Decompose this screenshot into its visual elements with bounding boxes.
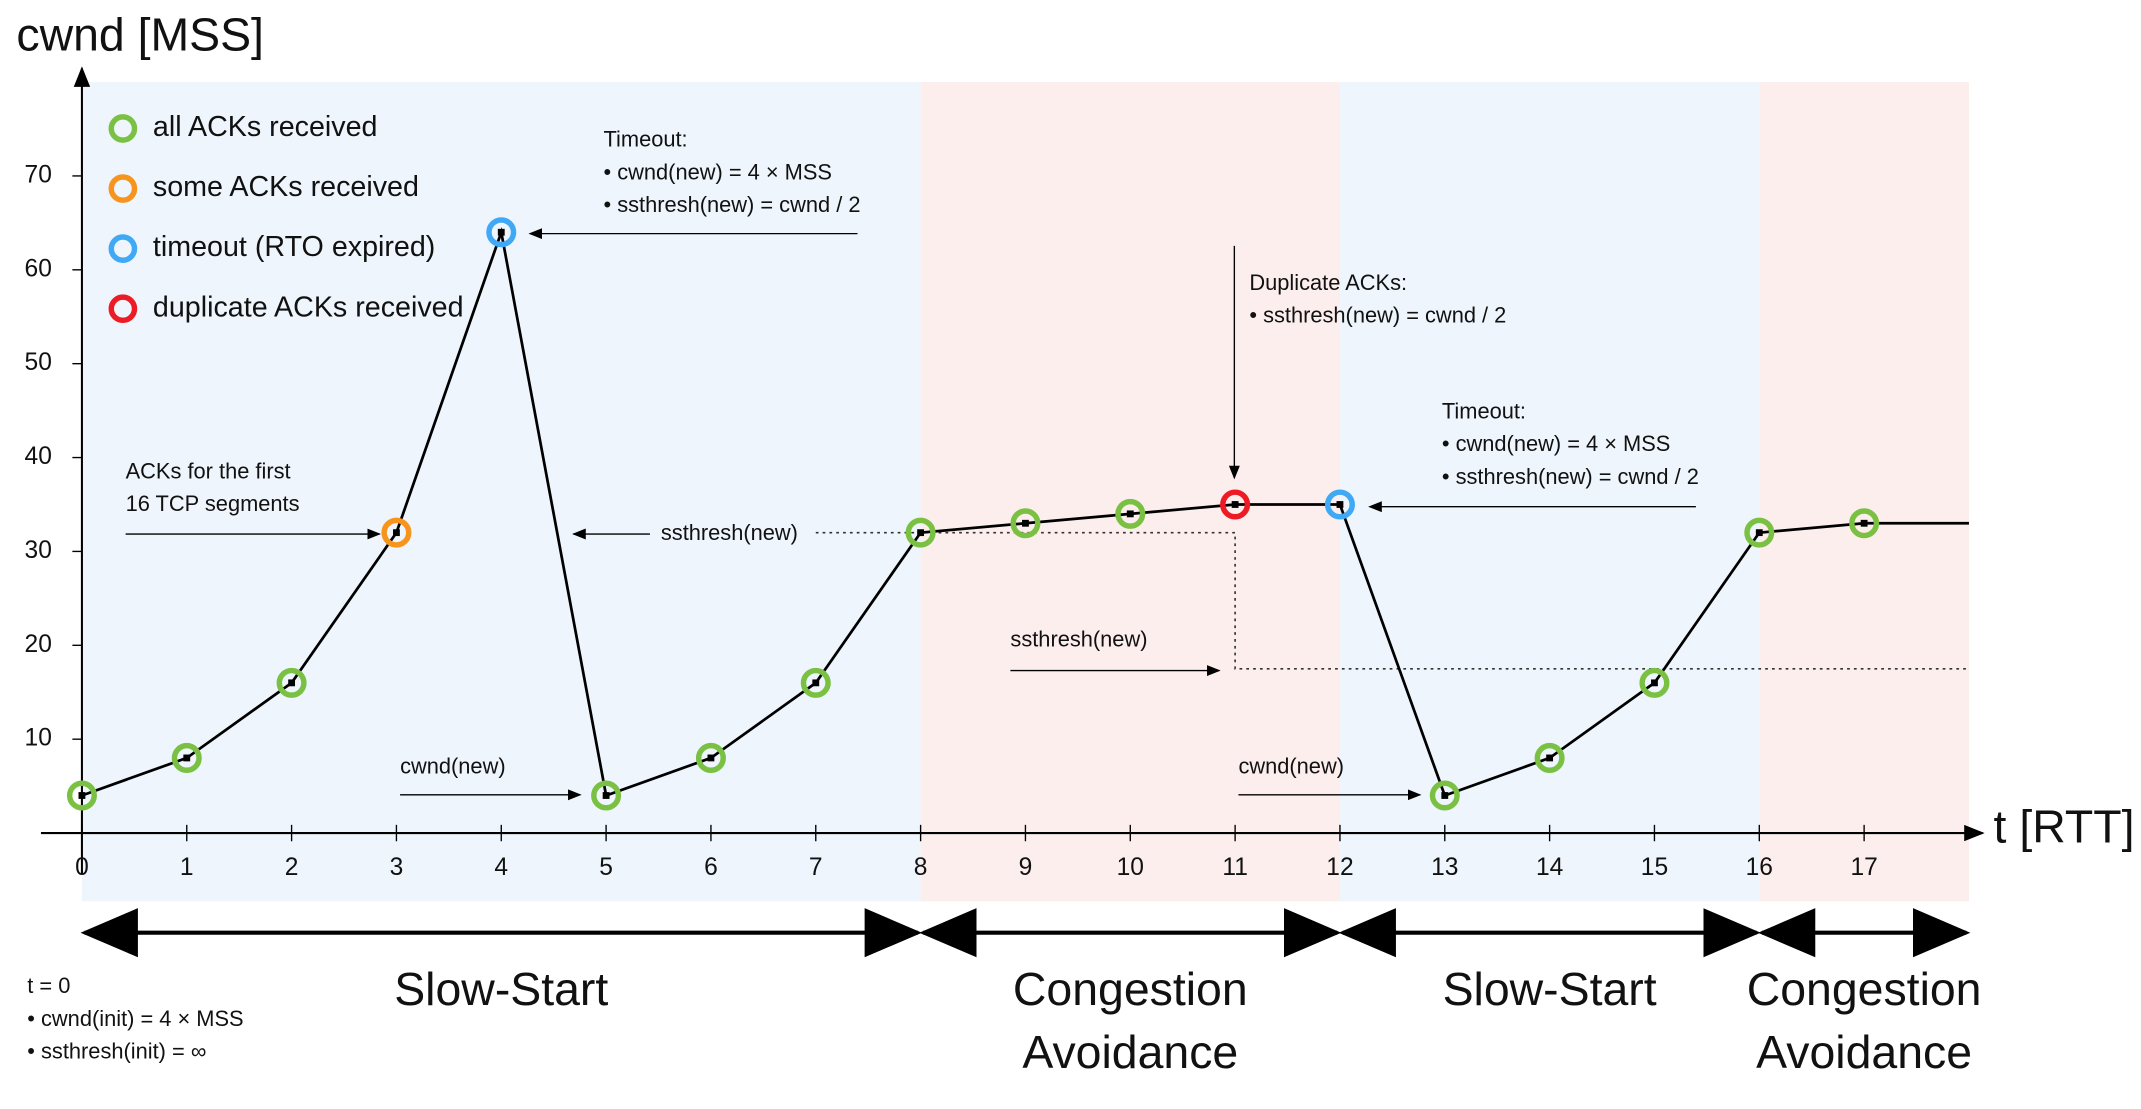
phase-label: Avoidance: [1756, 1026, 1972, 1078]
point-center: [1231, 501, 1239, 508]
point-center: [707, 754, 715, 762]
point: [591, 780, 622, 811]
point: [1849, 508, 1880, 539]
annotation-text: ssthresh(new): [1010, 626, 1147, 651]
phase-label: Slow-Start: [394, 963, 608, 1015]
x-tick-label: 16: [1746, 854, 1773, 881]
point: [1534, 742, 1565, 773]
x-tick-label: 11: [1222, 854, 1247, 881]
x-tick-label: 14: [1536, 854, 1563, 881]
annotation-text: • ssthresh(new) = cwnd / 2: [1442, 464, 1699, 489]
legend-marker: [108, 234, 138, 263]
point-center: [1022, 519, 1029, 527]
x-tick-label: 3: [390, 854, 404, 881]
point: [1220, 489, 1251, 520]
point: [1744, 517, 1775, 548]
y-tick-label: 20: [25, 631, 52, 658]
y-tick-label: 30: [25, 537, 52, 564]
annotation-text: • cwnd(new) = 4 × MSS: [1442, 431, 1670, 456]
point: [1115, 498, 1146, 529]
point-center: [917, 529, 925, 537]
point-center: [1336, 501, 1344, 508]
x-tick-label: 13: [1431, 854, 1458, 881]
x-tick-label: 1: [180, 854, 194, 881]
x-tick-label: 12: [1326, 854, 1353, 881]
annotation-text: • cwnd(new) = 4 × MSS: [604, 159, 832, 184]
point: [1639, 667, 1670, 698]
y-tick-label: 60: [25, 255, 52, 282]
footnote: • ssthresh(init) = ∞: [27, 1039, 206, 1064]
point: [695, 742, 726, 773]
annotation-text: cwnd(new): [1238, 753, 1344, 778]
phase-label: Congestion: [1747, 963, 1982, 1015]
annotation-text: ACKs for the first: [126, 458, 291, 483]
point: [66, 780, 97, 811]
footnote: t = 0: [27, 973, 70, 998]
y-tick-label: 10: [25, 725, 52, 752]
point-center: [1126, 510, 1134, 518]
phase-band: [1759, 82, 1969, 902]
phase-band: [1339, 82, 1760, 902]
point-center: [1546, 754, 1554, 762]
legend-label: timeout (RTO expired): [153, 231, 435, 263]
point-center: [1651, 679, 1658, 687]
x-tick-label: 17: [1850, 854, 1877, 881]
point-center: [183, 754, 191, 762]
x-tick-label: 10: [1117, 854, 1144, 881]
point: [905, 517, 936, 548]
x-tick-label: 2: [285, 854, 299, 881]
y-tick-label: 40: [25, 443, 52, 470]
annotation-text: ssthresh(new): [661, 520, 798, 545]
annotation-text: Timeout:: [604, 127, 688, 152]
x-tick-label: 0: [75, 854, 89, 881]
phase-band: [920, 82, 1340, 902]
annotation-text: Timeout:: [1442, 398, 1526, 423]
y-tick-label: 70: [25, 161, 52, 188]
x-tick-label: 9: [1019, 854, 1033, 881]
point: [276, 667, 307, 698]
x-tick-label: 5: [599, 854, 613, 881]
point: [381, 517, 412, 548]
x-tick-label: 6: [704, 854, 718, 881]
legend-marker: [108, 294, 138, 324]
phase-label: Congestion: [1013, 963, 1248, 1015]
point-center: [1860, 519, 1868, 527]
point-center: [78, 792, 86, 799]
legend-label: some ACKs received: [153, 171, 419, 203]
annotation-text: • ssthresh(new) = cwnd / 2: [1249, 303, 1506, 328]
point-center: [1441, 792, 1449, 799]
annotation-text: Duplicate ACKs:: [1249, 270, 1407, 295]
ssthresh-line: [815, 531, 1969, 670]
x-tick-label: 7: [809, 854, 823, 881]
x-tick-label: 15: [1641, 854, 1668, 881]
phase-label: Avoidance: [1022, 1026, 1238, 1078]
point-center: [1755, 529, 1763, 537]
annotation-text: 16 TCP segments: [126, 491, 300, 516]
point: [171, 742, 202, 773]
point: [1010, 508, 1041, 539]
annotation-text: • ssthresh(new) = cwnd / 2: [604, 192, 861, 217]
phase-label: Slow-Start: [1443, 963, 1657, 1015]
point: [486, 217, 517, 248]
legend-label: all ACKs received: [153, 111, 378, 143]
y-tick-label: 50: [25, 349, 52, 376]
footnote: • cwnd(init) = 4 × MSS: [27, 1006, 243, 1031]
y-axis-label: cwnd [MSS]: [16, 9, 264, 61]
point: [800, 667, 831, 698]
x-tick-label: 4: [494, 854, 508, 881]
legend-marker: [108, 174, 138, 203]
annotation-text: cwnd(new): [400, 753, 506, 778]
point-center: [602, 792, 610, 799]
point: [1429, 780, 1460, 811]
point-center: [812, 679, 820, 687]
legend-marker: [108, 114, 138, 143]
point-center: [393, 529, 400, 537]
x-tick-label: 8: [914, 854, 928, 881]
x-axis-label: t [RTT]: [1994, 801, 2135, 853]
point: [1324, 489, 1355, 520]
point-center: [288, 679, 296, 687]
point-center: [497, 228, 505, 236]
legend-label: duplicate ACKs received: [153, 291, 464, 323]
